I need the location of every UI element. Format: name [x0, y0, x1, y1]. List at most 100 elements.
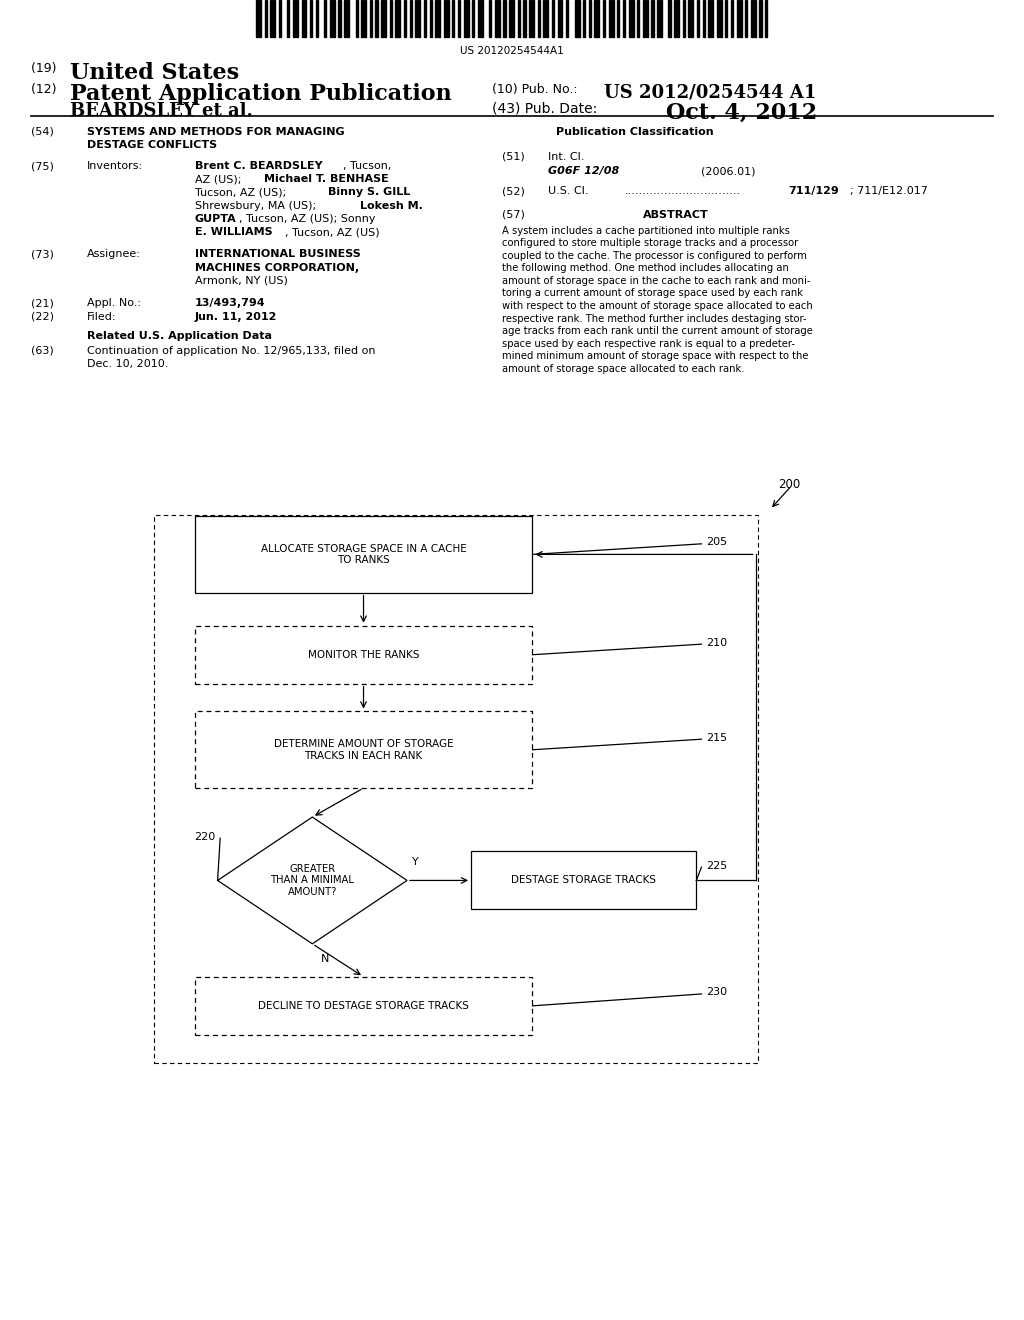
- Bar: [259, 0, 261, 37]
- Bar: [478, 0, 480, 37]
- Bar: [544, 0, 546, 37]
- Text: ; 711/E12.017: ; 711/E12.017: [850, 186, 928, 197]
- Bar: [552, 0, 554, 37]
- Text: the following method. One method includes allocating an: the following method. One method include…: [502, 263, 788, 273]
- Bar: [538, 0, 540, 37]
- Bar: [472, 0, 474, 37]
- Bar: [709, 0, 711, 37]
- Bar: [725, 0, 727, 37]
- Bar: [410, 0, 412, 37]
- Text: (54): (54): [31, 127, 53, 137]
- Bar: [429, 0, 432, 37]
- Bar: [453, 0, 455, 37]
- Text: coupled to the cache. The processor is configured to perform: coupled to the cache. The processor is c…: [502, 251, 807, 261]
- Text: (52): (52): [502, 186, 524, 197]
- Bar: [273, 0, 275, 37]
- Bar: [677, 0, 679, 37]
- Bar: [296, 0, 298, 37]
- Bar: [293, 0, 295, 37]
- Bar: [256, 0, 258, 37]
- Bar: [325, 0, 327, 37]
- Text: N: N: [321, 954, 329, 965]
- Text: configured to store multiple storage tracks and a processor: configured to store multiple storage tra…: [502, 238, 798, 248]
- Text: (19): (19): [31, 62, 60, 75]
- Bar: [416, 0, 418, 37]
- Bar: [304, 0, 306, 37]
- Bar: [270, 0, 272, 37]
- Bar: [717, 0, 719, 37]
- Bar: [657, 0, 659, 37]
- Bar: [697, 0, 699, 37]
- Text: 200: 200: [778, 478, 801, 491]
- Text: Assignee:: Assignee:: [87, 249, 141, 260]
- Bar: [765, 0, 767, 37]
- Bar: [458, 0, 460, 37]
- Bar: [688, 0, 690, 37]
- Text: Brent C. BEARDSLEY: Brent C. BEARDSLEY: [195, 161, 323, 172]
- Bar: [583, 0, 586, 37]
- Text: 220: 220: [194, 832, 215, 842]
- Bar: [195, 626, 532, 684]
- Bar: [617, 0, 620, 37]
- Bar: [711, 0, 714, 37]
- Bar: [557, 0, 560, 37]
- Bar: [446, 0, 449, 37]
- Text: AZ (US);: AZ (US);: [195, 174, 245, 185]
- Bar: [629, 0, 631, 37]
- Bar: [669, 0, 671, 37]
- Bar: [489, 0, 492, 37]
- Text: E. WILLIAMS: E. WILLIAMS: [195, 227, 272, 238]
- Text: (43) Pub. Date:: (43) Pub. Date:: [492, 102, 597, 116]
- Polygon shape: [217, 817, 407, 944]
- Bar: [443, 0, 445, 37]
- Bar: [381, 0, 383, 37]
- Bar: [347, 0, 349, 37]
- Bar: [365, 0, 367, 37]
- Bar: [745, 0, 748, 37]
- Bar: [195, 977, 532, 1035]
- Bar: [531, 0, 535, 37]
- Bar: [398, 0, 400, 37]
- Bar: [589, 0, 591, 37]
- Bar: [330, 0, 332, 37]
- Text: 13/493,794: 13/493,794: [195, 298, 265, 309]
- Bar: [435, 0, 437, 37]
- Text: ................................: ................................: [625, 186, 740, 197]
- Bar: [361, 0, 364, 37]
- Bar: [651, 0, 653, 37]
- Bar: [608, 0, 611, 37]
- Text: Related U.S. Application Data: Related U.S. Application Data: [87, 331, 272, 342]
- Bar: [683, 0, 685, 37]
- Text: U.S. Cl.: U.S. Cl.: [548, 186, 589, 197]
- Bar: [370, 0, 372, 37]
- Bar: [310, 0, 312, 37]
- Text: Dec. 10, 2010.: Dec. 10, 2010.: [87, 359, 168, 370]
- Text: United States: United States: [70, 62, 239, 84]
- Text: 230: 230: [707, 987, 728, 998]
- Bar: [720, 0, 722, 37]
- Text: (2006.01): (2006.01): [701, 166, 756, 177]
- Text: toring a current amount of storage space used by each rank: toring a current amount of storage space…: [502, 289, 803, 298]
- Bar: [480, 0, 483, 37]
- Bar: [344, 0, 346, 37]
- Bar: [736, 0, 739, 37]
- Text: , Tucson, AZ (US): , Tucson, AZ (US): [285, 227, 379, 238]
- Text: SYSTEMS AND METHODS FOR MANAGING: SYSTEMS AND METHODS FOR MANAGING: [87, 127, 345, 137]
- Text: MACHINES CORPORATION,: MACHINES CORPORATION,: [195, 263, 358, 273]
- Text: Tucson, AZ (US);: Tucson, AZ (US);: [195, 187, 290, 198]
- Text: BEARDSLEY et al.: BEARDSLEY et al.: [70, 102, 253, 120]
- Bar: [264, 0, 266, 37]
- Bar: [566, 0, 568, 37]
- Bar: [574, 0, 577, 37]
- Bar: [739, 0, 741, 37]
- Bar: [471, 851, 696, 909]
- Bar: [333, 0, 335, 37]
- Text: US 20120254544A1: US 20120254544A1: [460, 46, 564, 57]
- Bar: [632, 0, 634, 37]
- Bar: [523, 0, 525, 37]
- Bar: [512, 0, 514, 37]
- Bar: [355, 0, 357, 37]
- Bar: [495, 0, 497, 37]
- Text: Lokesh M.: Lokesh M.: [360, 201, 423, 211]
- Text: 225: 225: [707, 861, 728, 871]
